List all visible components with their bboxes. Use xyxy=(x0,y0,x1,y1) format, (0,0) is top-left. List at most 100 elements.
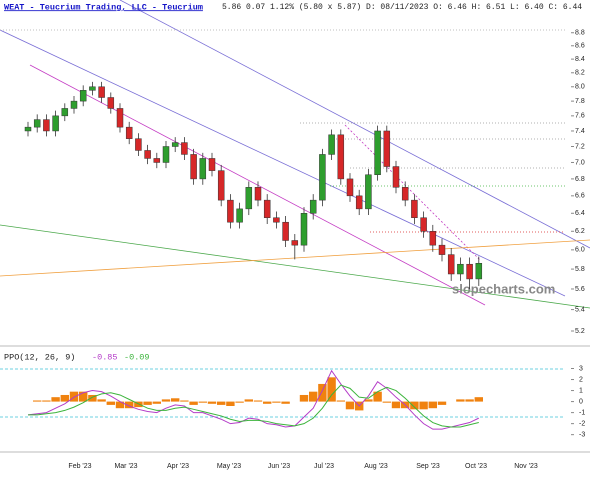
y-tick-label: -3 xyxy=(579,432,585,439)
histogram-bar xyxy=(428,401,437,409)
ppo-title: PPO(12, 26, 9) xyxy=(4,352,75,362)
x-tick-label: Jun '23 xyxy=(268,463,290,470)
trendline xyxy=(29,64,486,306)
y-tick-label: 7.0 xyxy=(575,159,585,166)
x-tick-label: Jul '23 xyxy=(314,463,334,470)
y-tick-label: 7.2 xyxy=(575,143,585,150)
histogram-bar xyxy=(391,401,401,409)
x-tick-label: Sep '23 xyxy=(416,463,440,470)
candle-body xyxy=(438,244,446,255)
candle-body xyxy=(70,100,78,109)
y-tick-label: 6.8 xyxy=(575,176,585,183)
candle-body xyxy=(346,178,354,197)
histogram-bar xyxy=(345,401,355,410)
y-tick-label: 7.8 xyxy=(575,98,585,105)
x-tick-label: Mar '23 xyxy=(114,463,137,470)
candle-body xyxy=(24,126,32,132)
candle-body xyxy=(199,158,207,180)
y-tick-label: 3 xyxy=(579,365,583,372)
candle-body xyxy=(227,199,234,223)
histogram-bar xyxy=(152,401,161,404)
histogram-bar xyxy=(97,399,106,402)
y-tick-label: 8.2 xyxy=(575,70,585,77)
quote: 5.86 0.07 1.12% (5.80 x 5.87) D: 08/11/2… xyxy=(222,3,582,12)
candle-body xyxy=(107,97,115,109)
y-tick-label: 6.0 xyxy=(575,247,585,254)
candle-body xyxy=(475,263,483,280)
x-tick-label: May '23 xyxy=(217,463,241,470)
histogram-bar xyxy=(336,400,345,402)
histogram-bar xyxy=(161,399,171,402)
histogram-bar xyxy=(88,394,97,402)
candle-body xyxy=(208,158,216,171)
y-tick-label: 8.8 xyxy=(575,30,585,37)
y-tick-label: 7.6 xyxy=(575,113,585,120)
histogram-bar xyxy=(299,394,309,402)
histogram-bar xyxy=(79,391,88,402)
histogram-bar xyxy=(171,398,180,402)
y-tick-label: 8.4 xyxy=(575,56,585,63)
y-tick-label: 5.8 xyxy=(575,266,585,273)
legend-entry: -0.09 xyxy=(124,352,150,362)
candle-body xyxy=(245,187,253,210)
x-tick-label: Aug '23 xyxy=(364,463,388,470)
trendline xyxy=(0,224,590,309)
candle-body xyxy=(116,108,124,128)
histogram-bar xyxy=(143,401,152,405)
candle-body xyxy=(383,130,391,167)
candle-body xyxy=(254,187,262,201)
histogram-bar xyxy=(226,401,235,406)
y-tick-label: 7.4 xyxy=(575,128,585,135)
candle-body xyxy=(171,142,179,147)
legend-entry: -0.85 xyxy=(92,352,118,362)
candle-body xyxy=(291,240,299,246)
histogram-bar xyxy=(198,401,207,403)
candle-body xyxy=(273,217,280,223)
candle-body xyxy=(401,187,409,201)
histogram-bar xyxy=(106,401,115,405)
y-tick-label: 1 xyxy=(579,387,583,394)
histogram-bar xyxy=(115,401,125,409)
histogram-bar xyxy=(33,400,42,402)
candle-body xyxy=(98,86,105,98)
candle-body xyxy=(162,146,170,163)
histogram-bar xyxy=(327,377,336,402)
trendlines xyxy=(0,0,590,418)
x-tick-label: Feb '23 xyxy=(68,463,91,470)
candle-body xyxy=(457,263,464,275)
candle-body xyxy=(89,86,96,91)
y-tick-label: 6.6 xyxy=(575,193,585,200)
candle-body xyxy=(33,119,41,128)
histogram-bar xyxy=(60,394,69,402)
candle-body xyxy=(181,142,188,155)
histogram-bar xyxy=(281,401,290,404)
y-tick-label: 5.6 xyxy=(575,286,585,293)
y-tick-label: 8.0 xyxy=(575,84,585,91)
histogram-bar xyxy=(253,400,263,402)
ppo-line xyxy=(28,384,479,428)
candle-body xyxy=(153,158,161,163)
candle-body xyxy=(79,90,87,102)
candle-body xyxy=(429,231,437,246)
candle-body xyxy=(263,199,271,218)
histogram-bar xyxy=(42,400,51,402)
candle-body xyxy=(282,221,289,241)
y-tick-label: 2 xyxy=(579,376,583,383)
candle-body xyxy=(217,170,225,201)
histogram-bar xyxy=(207,401,217,404)
candle-body xyxy=(52,115,59,132)
candle-body xyxy=(144,150,151,159)
watermark: slopecharts.com xyxy=(452,281,555,296)
y-tick-label: -1 xyxy=(579,409,585,416)
y-tick-label: 8.6 xyxy=(575,43,585,50)
y-tick-label: 6.2 xyxy=(575,228,585,235)
histogram-bar xyxy=(189,401,198,405)
histogram-bar xyxy=(180,400,189,402)
candle-body xyxy=(43,119,50,132)
candle-body xyxy=(125,126,133,139)
histogram-bar xyxy=(410,401,419,410)
candle-body xyxy=(309,199,317,214)
candle-body xyxy=(337,134,345,180)
histogram-bar xyxy=(51,397,60,402)
y-tick-label: -2 xyxy=(579,420,585,427)
